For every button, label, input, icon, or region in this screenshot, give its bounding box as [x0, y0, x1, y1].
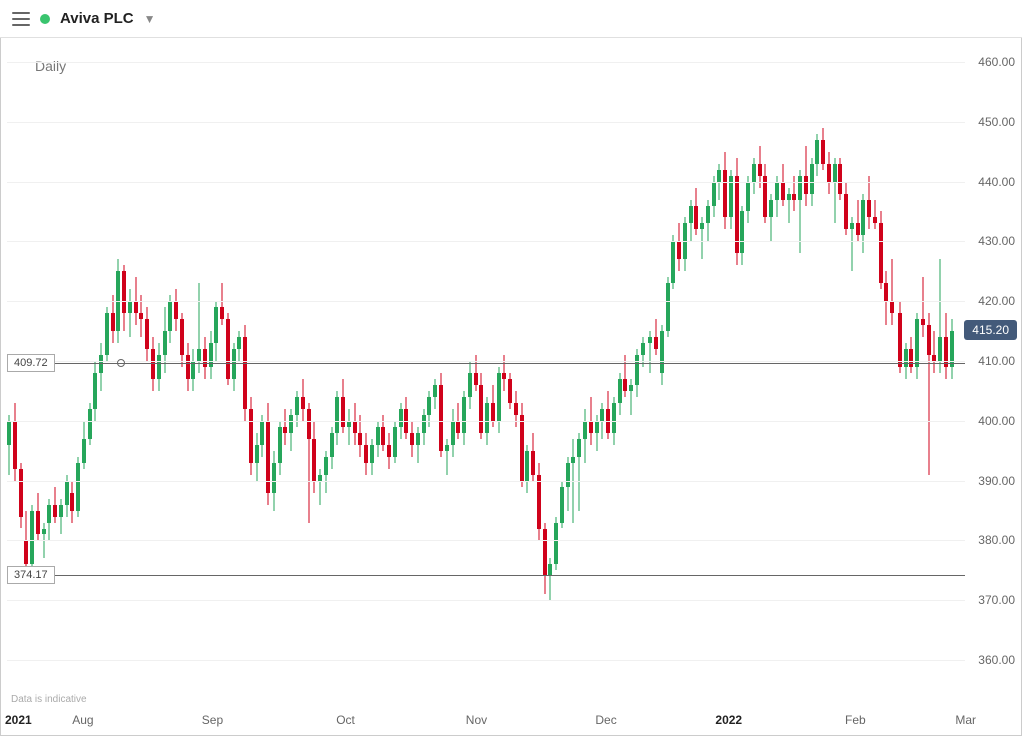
x-axis: 2021AugSepOctNovDec2022FebMar — [7, 705, 965, 735]
y-axis-label: 390.00 — [978, 474, 1015, 488]
chart-header: Aviva PLC ▼ — [0, 0, 1022, 38]
y-axis-label: 380.00 — [978, 533, 1015, 547]
x-axis-label: 2022 — [715, 713, 742, 727]
candlestick-series — [7, 50, 965, 689]
y-axis-label: 460.00 — [978, 55, 1015, 69]
y-axis-label: 400.00 — [978, 414, 1015, 428]
y-axis-label: 430.00 — [978, 234, 1015, 248]
chart-plot-area[interactable] — [7, 50, 965, 689]
instrument-title[interactable]: Aviva PLC — [60, 10, 134, 27]
y-axis-label: 370.00 — [978, 593, 1015, 607]
menu-icon[interactable] — [12, 12, 30, 26]
y-axis-label: 360.00 — [978, 653, 1015, 667]
x-axis-label: Dec — [595, 713, 616, 727]
x-axis-label: Mar — [955, 713, 976, 727]
reference-line-label: 374.17 — [7, 566, 55, 584]
chart-container[interactable]: Daily 360.00370.00380.00390.00400.00410.… — [0, 38, 1022, 736]
market-status-indicator — [40, 14, 50, 24]
y-axis-label: 410.00 — [978, 354, 1015, 368]
x-axis-label: Aug — [72, 713, 93, 727]
disclaimer-text: Data is indicative — [11, 694, 87, 705]
y-axis-label: 420.00 — [978, 294, 1015, 308]
x-axis-label: Feb — [845, 713, 866, 727]
y-axis-label: 440.00 — [978, 175, 1015, 189]
current-price-badge: 415.20 — [964, 320, 1017, 340]
x-axis-label: Oct — [336, 713, 355, 727]
x-axis-label: 2021 — [5, 713, 32, 727]
y-axis: 360.00 370.00 380.00 390.00 400.00 410.00 420.… — [967, 50, 1021, 689]
reference-line-label: 409.72 — [7, 354, 55, 372]
x-axis-label: Nov — [466, 713, 487, 727]
x-axis-label: Sep — [202, 713, 223, 727]
y-axis-label: 450.00 — [978, 115, 1015, 129]
chevron-down-icon[interactable]: ▼ — [144, 12, 156, 26]
